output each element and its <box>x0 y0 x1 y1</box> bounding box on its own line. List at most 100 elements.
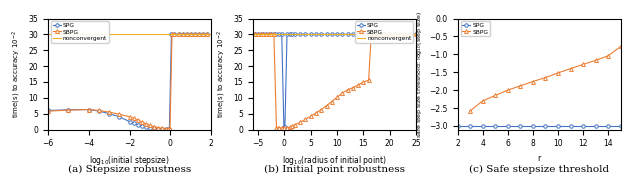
SBPG <box>291 124 299 126</box>
Legend: SPG, SBPG: SPG, SBPG <box>461 21 490 36</box>
SPG <box>134 124 141 126</box>
SBPG <box>365 79 372 81</box>
Y-axis label: time(s) to accuracy $10^{-2}$: time(s) to accuracy $10^{-2}$ <box>216 30 228 118</box>
SPG <box>554 125 562 127</box>
SBPG <box>333 96 341 98</box>
SPG <box>163 128 170 130</box>
SBPG <box>579 63 587 65</box>
SPG <box>381 33 388 36</box>
SBPG <box>317 108 325 111</box>
SPG <box>339 33 346 36</box>
Line: SPG: SPG <box>46 33 209 131</box>
SBPG <box>349 87 356 89</box>
SBPG <box>412 33 420 36</box>
SPG <box>370 33 378 36</box>
SPG <box>349 33 356 36</box>
SPG <box>130 122 138 124</box>
Line: SBPG: SBPG <box>251 32 418 130</box>
SPG <box>195 33 203 36</box>
SBPG <box>262 33 270 36</box>
Y-axis label: safe step size threshold: log$_{10}$(step size): safe step size threshold: log$_{10}$(ste… <box>415 10 424 138</box>
nonconvergent <box>280 33 288 36</box>
SBPG <box>554 72 562 74</box>
SBPG <box>159 127 166 129</box>
SBPG <box>479 100 486 102</box>
SPG <box>386 33 394 36</box>
SBPG <box>275 127 283 129</box>
Legend: SPG, SBPG, nonconvergent: SPG, SBPG, nonconvergent <box>355 21 413 43</box>
SPG <box>360 33 367 36</box>
SBPG <box>204 33 211 36</box>
SBPG <box>370 33 378 36</box>
SBPG <box>65 109 72 111</box>
nonconvergent <box>286 33 294 36</box>
SBPG <box>301 118 309 120</box>
SPG <box>150 127 158 130</box>
SBPG <box>312 112 320 114</box>
SPG <box>283 33 291 36</box>
SPG <box>116 116 124 118</box>
SPG <box>252 33 259 36</box>
Line: SPG: SPG <box>251 33 418 128</box>
SBPG <box>274 127 282 129</box>
SBPG <box>355 84 362 86</box>
SBPG <box>381 33 388 36</box>
SPG <box>273 33 280 36</box>
SPG <box>249 33 257 36</box>
SBPG <box>168 33 176 36</box>
SBPG <box>183 33 191 36</box>
SPG <box>187 33 195 36</box>
SBPG <box>164 128 172 130</box>
SPG <box>312 33 320 36</box>
SPG <box>142 126 150 128</box>
SBPG <box>328 100 335 103</box>
SBPG <box>280 127 288 129</box>
SPG <box>541 125 549 127</box>
SPG <box>307 33 314 36</box>
SPG <box>333 33 341 36</box>
SPG <box>296 33 304 36</box>
SPG <box>375 33 383 36</box>
SBPG <box>95 109 103 112</box>
SBPG <box>268 33 275 36</box>
SBPG <box>265 33 273 36</box>
Text: (c) Safe stepsize threshold: (c) Safe stepsize threshold <box>469 165 609 174</box>
Text: (b) Initial point robustness: (b) Initial point robustness <box>264 165 405 174</box>
SPG <box>567 125 575 127</box>
SBPG <box>257 33 264 36</box>
SPG <box>138 125 146 127</box>
SPG <box>301 33 309 36</box>
SPG <box>65 109 72 111</box>
SBPG <box>44 110 52 112</box>
SPG <box>479 125 486 127</box>
SBPG <box>252 33 259 36</box>
SPG <box>265 33 273 36</box>
SBPG <box>541 76 549 79</box>
SPG <box>199 33 207 36</box>
SBPG <box>367 33 375 36</box>
SBPG <box>296 121 304 123</box>
SPG <box>259 33 267 36</box>
SPG <box>344 33 351 36</box>
SBPG <box>402 33 410 36</box>
SBPG <box>516 85 524 87</box>
SPG <box>328 33 335 36</box>
SPG <box>275 33 283 36</box>
SPG <box>159 128 166 130</box>
SPG <box>95 110 103 112</box>
SPG <box>391 33 399 36</box>
SPG <box>467 125 474 127</box>
SBPG <box>116 113 124 115</box>
SBPG <box>171 33 179 36</box>
SBPG <box>146 124 154 127</box>
SPG <box>365 33 372 36</box>
SPG <box>516 125 524 127</box>
SBPG <box>289 125 296 127</box>
SPG <box>579 125 587 127</box>
SBPG <box>270 33 278 36</box>
SBPG <box>391 33 399 36</box>
SPG <box>286 33 294 36</box>
SPG <box>204 33 211 36</box>
SBPG <box>199 33 207 36</box>
SPG <box>291 33 299 36</box>
